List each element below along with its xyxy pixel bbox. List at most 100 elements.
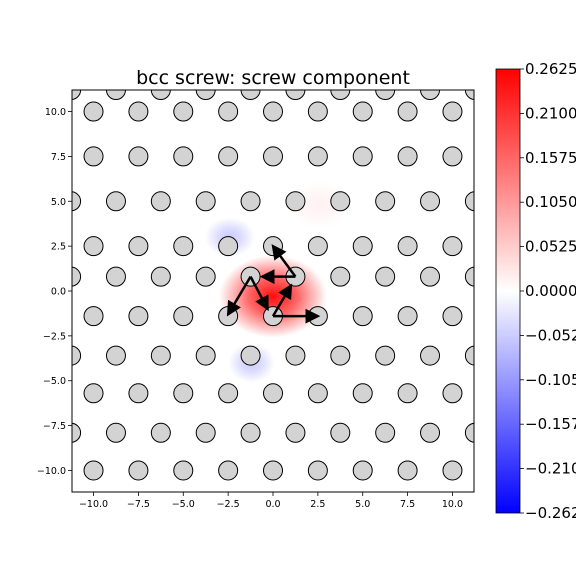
atom-marker xyxy=(195,266,216,287)
displacement-arrow xyxy=(226,276,252,317)
atom-marker xyxy=(218,306,239,327)
atom-marker xyxy=(240,191,261,212)
atom-marker xyxy=(105,266,126,287)
atom-marker xyxy=(307,460,328,481)
x-tick-label: −2.5 xyxy=(217,499,240,510)
atom-marker xyxy=(442,101,463,122)
atom-marker xyxy=(72,90,82,100)
atom-marker xyxy=(263,101,283,122)
atom-marker xyxy=(442,236,463,257)
y-axis: −10.0 −7.5 −5.0 −2.5 0.0 2.5 5.0 7.5 10.0 xyxy=(37,107,72,477)
atom-marker xyxy=(397,306,418,327)
atom-marker xyxy=(464,422,474,443)
colorbar-tick-label: −0.1575 xyxy=(525,415,576,433)
atom-marker xyxy=(105,422,126,443)
atom-marker xyxy=(263,460,283,481)
atom-marker xyxy=(150,191,171,212)
x-tick-label: −5.0 xyxy=(172,499,195,510)
atom-marker xyxy=(150,266,171,287)
atom-marker xyxy=(150,345,171,366)
atom-marker xyxy=(464,345,474,366)
atom-marker xyxy=(105,191,126,212)
atom-marker xyxy=(352,306,373,327)
y-tick-label: 10.0 xyxy=(45,107,66,118)
y-tick-label: −2.5 xyxy=(43,331,66,342)
atom-marker xyxy=(240,345,261,366)
colorbar xyxy=(495,68,521,514)
colorbar-tick-label: 0.2625 xyxy=(525,60,576,78)
y-tick-label: −7.5 xyxy=(43,421,66,432)
y-tick-label: 2.5 xyxy=(51,242,66,253)
atom-marker xyxy=(72,191,82,212)
atom-marker xyxy=(173,383,194,404)
atom-layer xyxy=(72,90,474,481)
atom-marker xyxy=(128,460,149,481)
atom-marker xyxy=(307,101,328,122)
atom-marker xyxy=(128,146,149,167)
atom-marker xyxy=(128,236,149,257)
colorbar-tick-label: 0.0525 xyxy=(525,238,576,256)
atom-marker xyxy=(173,101,194,122)
x-tick-label: 10.0 xyxy=(442,499,463,510)
atom-marker xyxy=(352,460,373,481)
atom-marker xyxy=(195,422,216,443)
atom-marker xyxy=(397,101,418,122)
atom-marker xyxy=(150,90,171,100)
y-tick-label: −5.0 xyxy=(43,376,66,387)
x-tick-label: −7.5 xyxy=(127,499,150,510)
atom-marker xyxy=(442,383,463,404)
atom-marker xyxy=(330,422,351,443)
atom-marker xyxy=(352,236,373,257)
atom-marker xyxy=(285,345,306,366)
atom-marker xyxy=(397,236,418,257)
x-tick-label: 2.5 xyxy=(310,499,325,510)
colorbar-tick-label: −0.2100 xyxy=(525,460,576,478)
atom-marker xyxy=(307,383,328,404)
arrow-layer xyxy=(226,244,321,324)
colorbar-tick-label: 0.2100 xyxy=(525,104,576,122)
atom-marker xyxy=(83,306,104,327)
atom-marker xyxy=(330,266,351,287)
atom-marker xyxy=(173,460,194,481)
y-tick-label: 5.0 xyxy=(51,197,66,208)
atom-marker xyxy=(375,191,396,212)
atom-marker xyxy=(352,383,373,404)
atom-marker xyxy=(83,236,104,257)
y-tick-label: −10.0 xyxy=(37,466,66,477)
atom-marker xyxy=(352,146,373,167)
atom-marker xyxy=(420,90,441,100)
x-tick-label: 7.5 xyxy=(400,499,415,510)
atom-marker xyxy=(263,146,283,167)
x-tick-label: −10.0 xyxy=(79,499,108,510)
atom-marker xyxy=(72,345,82,366)
colorbar-tick-label: 0.1575 xyxy=(525,149,576,167)
atom-marker xyxy=(442,146,463,167)
atom-marker xyxy=(397,146,418,167)
x-tick-label: 5.0 xyxy=(355,499,370,510)
atom-marker xyxy=(83,146,104,167)
colorbar-ticks: 0.2625 0.2100 0.1575 0.1050 0.0525 0.0000 −0.0… xyxy=(520,60,576,522)
atom-marker xyxy=(375,90,396,100)
atom-marker xyxy=(442,306,463,327)
atom-marker xyxy=(330,90,351,100)
atom-marker xyxy=(464,191,474,212)
atom-marker xyxy=(397,383,418,404)
atom-marker xyxy=(397,460,418,481)
atom-marker xyxy=(83,383,104,404)
atom-marker xyxy=(72,422,82,443)
atom-marker xyxy=(464,266,474,287)
displacement-arrow xyxy=(249,276,269,312)
atom-marker xyxy=(442,460,463,481)
atom-marker xyxy=(240,90,261,100)
atom-marker xyxy=(218,146,239,167)
colorbar-tick-label: −0.1050 xyxy=(525,371,576,389)
atom-marker xyxy=(240,422,261,443)
atom-marker xyxy=(218,101,239,122)
atom-marker xyxy=(105,345,126,366)
atom-marker xyxy=(128,383,149,404)
atom-marker xyxy=(195,191,216,212)
atom-marker xyxy=(330,345,351,366)
atom-marker xyxy=(218,236,239,257)
atom-marker xyxy=(285,191,306,212)
